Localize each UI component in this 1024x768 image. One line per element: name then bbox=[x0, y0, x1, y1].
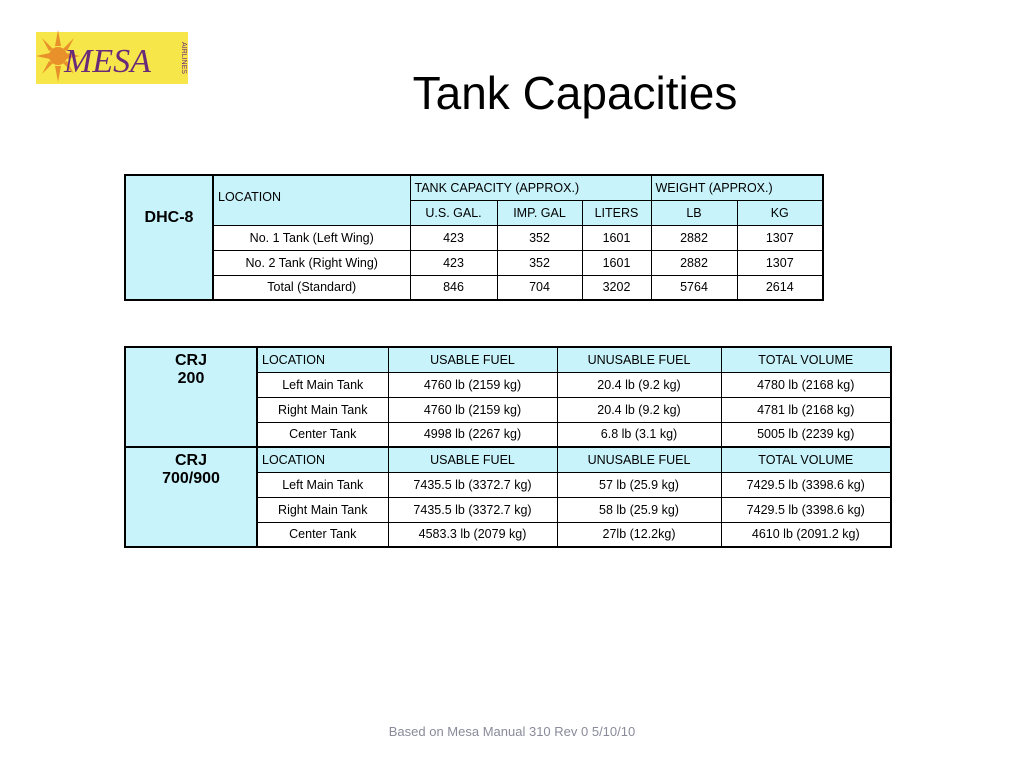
cell: 5764 bbox=[650, 274, 738, 301]
cell: 1307 bbox=[736, 249, 824, 276]
slide-title: Tank Capacities bbox=[412, 67, 738, 119]
aircraft-cell: DHC-8 bbox=[124, 174, 214, 301]
cell: Right Main Tank bbox=[256, 496, 389, 523]
cell: 4781 lb (2168 kg) bbox=[720, 396, 892, 423]
cell: 7435.5 lb (3372.7 kg) bbox=[387, 496, 558, 523]
aircraft-line: 700/900 bbox=[162, 470, 220, 487]
cell: 352 bbox=[496, 224, 583, 251]
data-row: Right Main Tank 7435.5 lb (3372.7 kg) 58 l… bbox=[125, 496, 892, 523]
cell: 846 bbox=[409, 274, 498, 301]
cell: 2882 bbox=[650, 249, 738, 276]
cell: 5005 lb (2239 kg) bbox=[720, 421, 892, 448]
data-row: Center Tank 4583.3 lb (2079 kg) 27lb (12.2… bbox=[125, 521, 892, 548]
cell: 1601 bbox=[581, 224, 652, 251]
cell: Left Main Tank bbox=[256, 371, 389, 398]
cell: 2882 bbox=[650, 224, 738, 251]
cell: 423 bbox=[409, 249, 498, 276]
cell: Left Main Tank bbox=[256, 471, 389, 498]
cell: 7435.5 lb (3372.7 kg) bbox=[387, 471, 558, 498]
cell: 7429.5 lb (3398.6 kg) bbox=[720, 471, 892, 498]
logo-text: MESA bbox=[63, 43, 151, 80]
cell: Total (Standard) bbox=[212, 274, 411, 301]
header-cell: UNUSABLE FUEL bbox=[556, 346, 722, 373]
cell: 423 bbox=[409, 224, 498, 251]
cell: 1307 bbox=[736, 224, 824, 251]
header-cell: KG bbox=[736, 199, 824, 226]
header-cell: UNUSABLE FUEL bbox=[556, 446, 722, 473]
footer: Based on Mesa Manual 310 Rev 0 5/10/10 bbox=[388, 724, 636, 739]
cell: 58 lb (25.9 kg) bbox=[556, 496, 722, 523]
header-cell: LOCATION bbox=[256, 346, 389, 373]
dhc8-table: DHC-8 LOCATION TANK CAPACITY (APPROX.) WEIG… bbox=[124, 174, 825, 301]
cell: 1601 bbox=[581, 249, 652, 276]
aircraft-cell: CRJ 700/900 bbox=[124, 446, 258, 548]
cell: 2614 bbox=[736, 274, 824, 301]
data-row: Right Main Tank 4760 lb (2159 kg) 20.4 lb … bbox=[125, 396, 892, 423]
aircraft-cell: CRJ 200 bbox=[124, 346, 258, 448]
header-cell: TANK CAPACITY (APPROX.) bbox=[409, 174, 652, 201]
header-row: CRJ 700/900 LOCATION USABLE FUEL UNUSABLE FU… bbox=[124, 446, 892, 548]
cell: 4780 lb (2168 kg) bbox=[720, 371, 892, 398]
data-row: No. 2 Tank (Right Wing) 423 352 1601 2882 130… bbox=[125, 249, 824, 276]
header-cell: USABLE FUEL bbox=[387, 446, 558, 473]
cell: 4583.3 lb (2079 kg) bbox=[387, 521, 558, 548]
cell: 4760 lb (2159 kg) bbox=[387, 396, 558, 423]
cell: 20.4 lb (9.2 kg) bbox=[556, 396, 722, 423]
logo: MESA AIRLINES bbox=[36, 30, 188, 84]
header-cell: LB bbox=[650, 199, 738, 226]
cell: Center Tank bbox=[256, 421, 389, 448]
data-row: Total (Standard) 846 704 3202 5764 2614 bbox=[125, 274, 824, 301]
header-cell: TOTAL VOLUME bbox=[720, 446, 892, 473]
data-row: Center Tank 4998 lb (2267 kg) 6.8 lb (3.1 … bbox=[125, 421, 892, 448]
header-cell: USABLE FUEL bbox=[387, 346, 558, 373]
header-cell: LITERS bbox=[581, 199, 652, 226]
cell: Center Tank bbox=[256, 521, 389, 548]
header-cell: LOCATION bbox=[212, 174, 411, 226]
cell: 7429.5 lb (3398.6 kg) bbox=[720, 496, 892, 523]
data-row: Left Main Tank 4760 lb (2159 kg) 20.4 lb (… bbox=[125, 371, 892, 398]
header-cell: IMP. GAL bbox=[496, 199, 583, 226]
header-row: CRJ 200 LOCATION USABLE FUEL UNUSABLE FUEL TO… bbox=[124, 346, 892, 448]
aircraft-line: CRJ bbox=[174, 452, 207, 469]
cell: No. 2 Tank (Right Wing) bbox=[212, 249, 411, 276]
cell: 3202 bbox=[581, 274, 652, 301]
cell: Right Main Tank bbox=[256, 396, 389, 423]
cell: 704 bbox=[496, 274, 583, 301]
cell: 4760 lb (2159 kg) bbox=[387, 371, 558, 398]
cell: 4998 lb (2267 kg) bbox=[387, 421, 558, 448]
header-cell: TOTAL VOLUME bbox=[720, 346, 892, 373]
header-cell: U.S. GAL. bbox=[409, 199, 498, 226]
aircraft-line: CRJ bbox=[174, 352, 207, 369]
crj-table: CRJ 200 LOCATION USABLE FUEL UNUSABLE FUEL TO… bbox=[124, 346, 892, 548]
header-cell: LOCATION bbox=[256, 446, 389, 473]
subheader-row: U.S. GAL. IMP. GAL LITERS LB KG bbox=[125, 199, 824, 226]
header-cell: WEIGHT (APPROX.) bbox=[650, 174, 824, 201]
cell: No. 1 Tank (Left Wing) bbox=[212, 224, 411, 251]
cell: 352 bbox=[496, 249, 583, 276]
logo-sub: AIRLINES bbox=[180, 42, 187, 74]
header-row: DHC-8 LOCATION TANK CAPACITY (APPROX.) WEIG… bbox=[124, 174, 824, 301]
cell: 57 lb (25.9 kg) bbox=[556, 471, 722, 498]
cell: 6.8 lb (3.1 kg) bbox=[556, 421, 722, 448]
logo-sun bbox=[36, 30, 80, 82]
cell: 20.4 lb (9.2 kg) bbox=[556, 371, 722, 398]
data-row: No. 1 Tank (Left Wing) 423 352 1601 2882 1307 bbox=[125, 224, 824, 251]
cell: 4610 lb (2091.2 kg) bbox=[720, 521, 892, 548]
cell: 27lb (12.2kg) bbox=[556, 521, 722, 548]
aircraft-line: 200 bbox=[177, 370, 205, 387]
